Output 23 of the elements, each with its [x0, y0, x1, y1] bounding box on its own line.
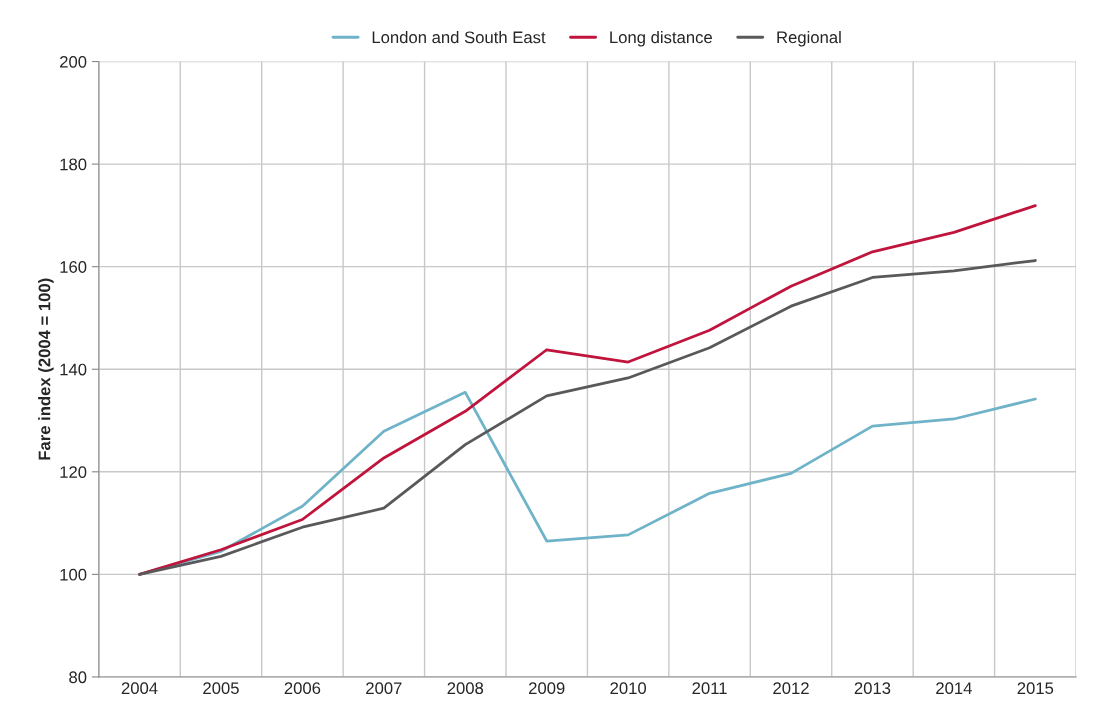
x-tick-label: 2015	[1017, 682, 1054, 695]
y-tick-label: 80	[69, 671, 87, 684]
x-tick-label: 2005	[203, 682, 239, 695]
x-tick-label: 2006	[284, 682, 321, 695]
x-tick-label: 2014	[936, 682, 972, 695]
x-tick-label: 2009	[529, 682, 565, 695]
x-tick-label: 2013	[854, 682, 891, 695]
x-tick-label: 2011	[692, 682, 727, 695]
legend-label: Regional	[777, 31, 841, 47]
x-tick-label: 2010	[610, 682, 647, 695]
y-axis-title: Fare index (2004 = 100)	[38, 278, 54, 460]
x-tick-label: 2004	[121, 682, 158, 695]
y-tick-label: 140	[60, 363, 87, 376]
y-tick-label: 180	[60, 158, 87, 171]
y-tick-label: 160	[60, 261, 87, 273]
y-tick-label: 200	[60, 55, 87, 68]
y-tick-label: 120	[60, 466, 87, 479]
y-tick-label: 100	[60, 568, 87, 581]
x-tick-label: 2007	[366, 682, 402, 695]
x-tick-label: 2008	[447, 682, 484, 695]
legend-label: London and South East	[372, 31, 546, 44]
legend-label: Long distance	[610, 31, 712, 47]
x-tick-label: 2012	[773, 682, 809, 695]
